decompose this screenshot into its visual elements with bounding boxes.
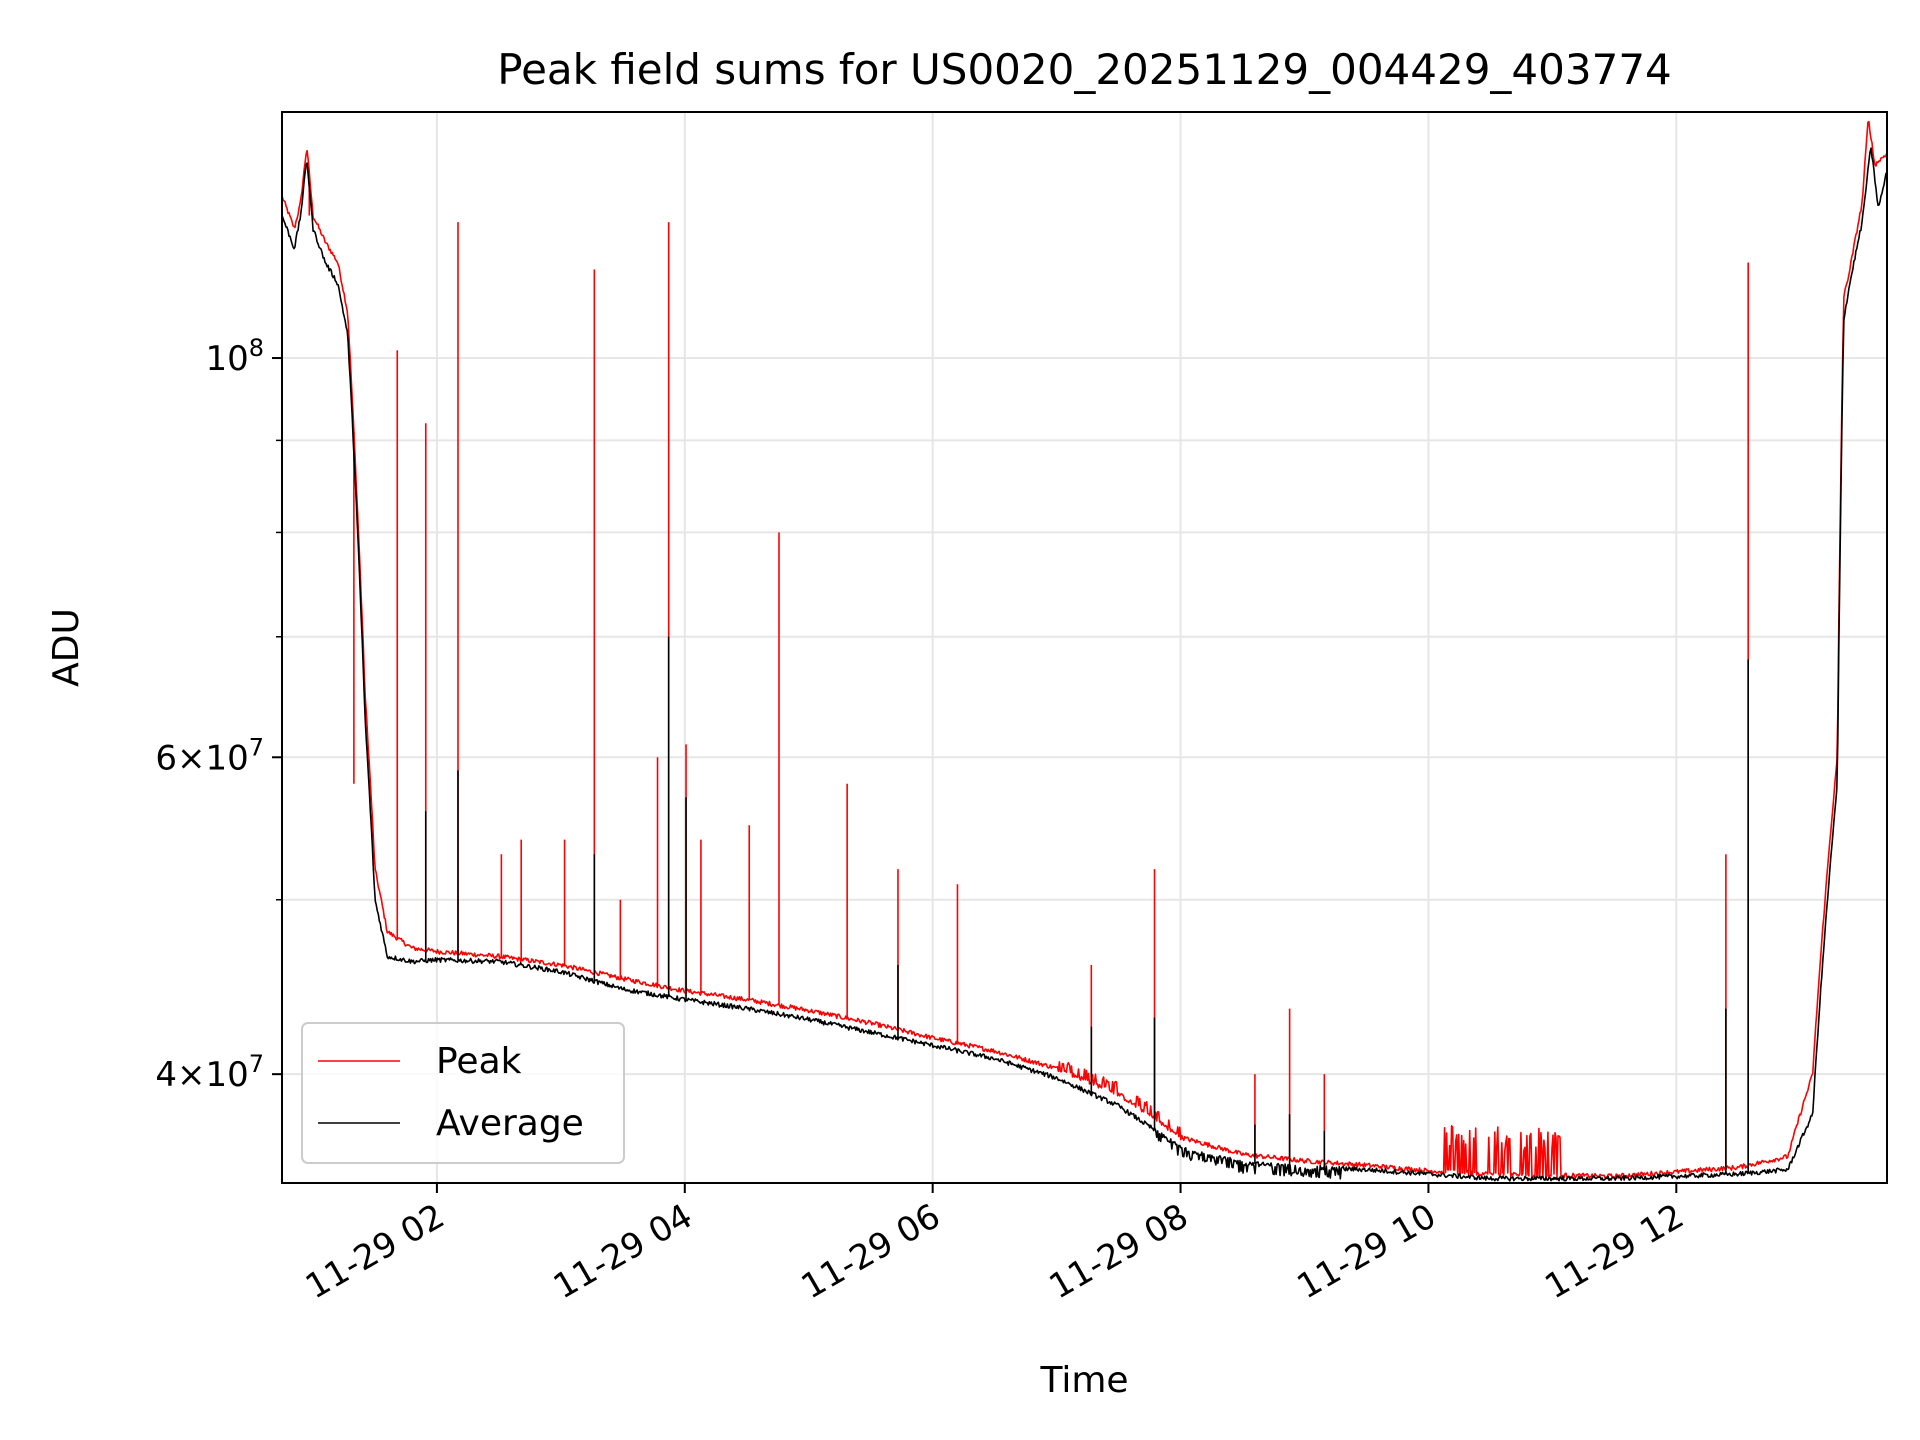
x-axis-label: Time <box>1039 1360 1128 1401</box>
legend: Peak Average <box>301 1022 625 1164</box>
y-tick-label: 108 <box>205 334 264 379</box>
chart-title: Peak field sums for US0020_20251129_0044… <box>497 45 1672 94</box>
series-line-average <box>282 147 1887 1182</box>
grid-lines <box>282 112 1887 1183</box>
y-axis-label: ADU <box>46 608 87 687</box>
y-axis: 4×107 6×107 108 <box>155 334 282 1095</box>
legend-label-peak: Peak <box>436 1041 522 1082</box>
legend-label-average: Average <box>436 1103 584 1144</box>
y-tick-label: 4×107 <box>155 1050 264 1095</box>
y-tick-label: 6×107 <box>155 733 264 778</box>
series-line-peak <box>282 120 1887 1180</box>
plot-series <box>282 120 1887 1182</box>
plot-frame <box>281 111 1888 1184</box>
legend-box <box>301 1022 625 1164</box>
